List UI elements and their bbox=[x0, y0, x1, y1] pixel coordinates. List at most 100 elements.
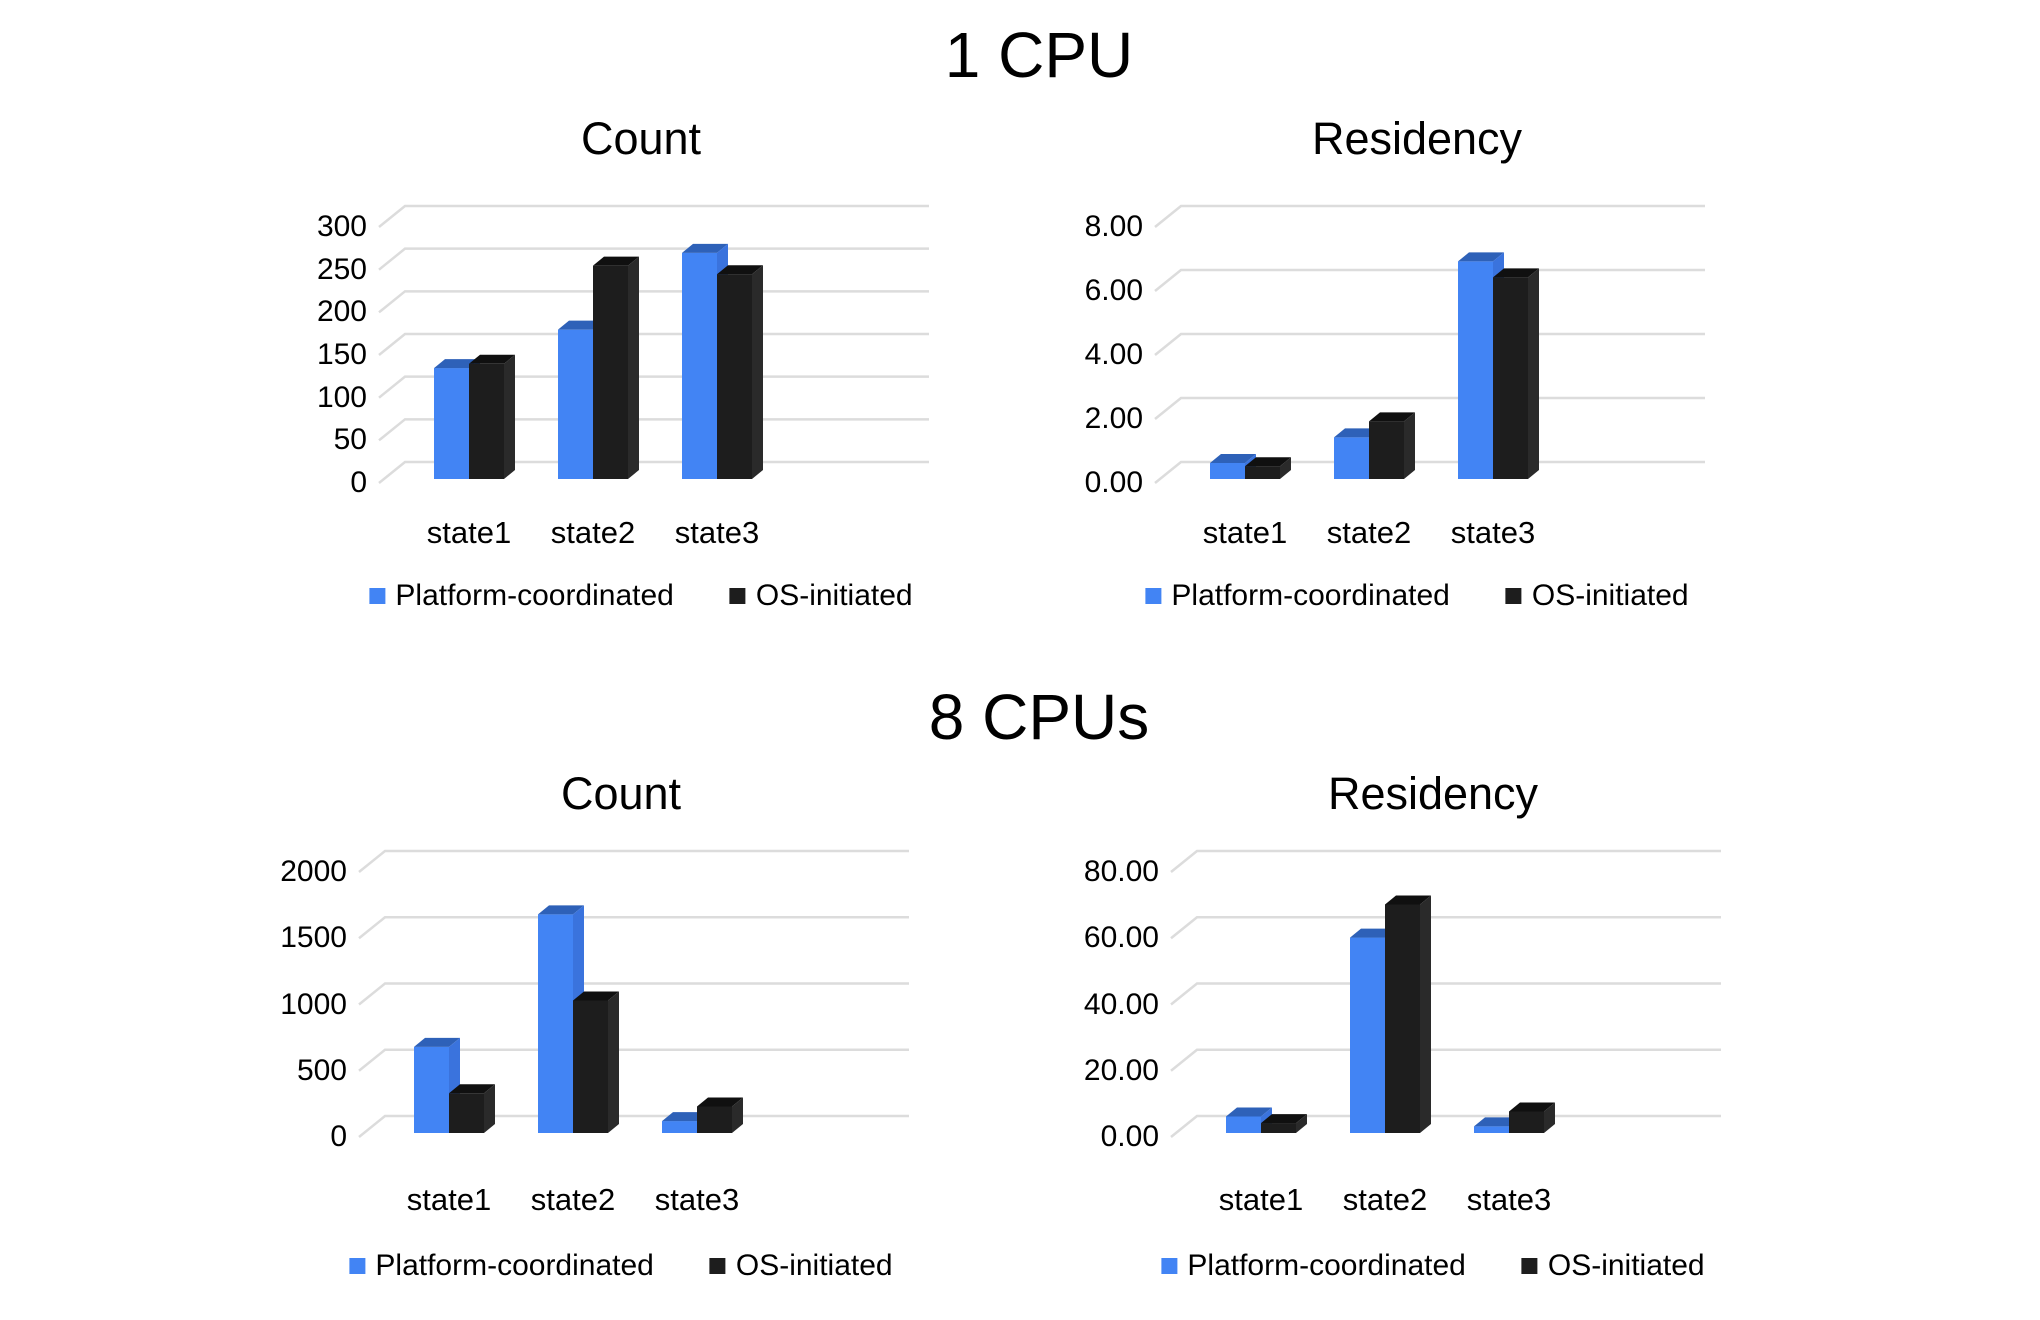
bar-state2-os-initiated bbox=[573, 991, 619, 1133]
ytick-residency-8.00: 8.00 bbox=[1084, 210, 1143, 243]
chart-title-1cpu-count: Count bbox=[580, 113, 702, 164]
legend-label-os-initiated: OS-initiated bbox=[1547, 1249, 1705, 1282]
bar-state3-os-initiated bbox=[697, 1097, 743, 1133]
xtick-residency-state2: state2 bbox=[1326, 515, 1412, 550]
ytick-count-0: 0 bbox=[350, 466, 367, 499]
gridline bbox=[358, 982, 909, 1006]
platform-coordinated-swatch-icon bbox=[369, 588, 386, 604]
os-initiated-swatch-icon bbox=[1521, 1258, 1538, 1274]
platform-coordinated-swatch-icon bbox=[1161, 1258, 1178, 1274]
bar-state3-os-initiated bbox=[717, 265, 763, 479]
bar-state1-platform-coordinated bbox=[414, 1037, 460, 1133]
legend-label-os-initiated: OS-initiated bbox=[735, 1249, 893, 1282]
legend-item-platform-coordinated: Platform-coordinated bbox=[369, 578, 674, 614]
gridline bbox=[1170, 849, 1721, 873]
gridline bbox=[1154, 204, 1705, 228]
gridline bbox=[358, 1048, 909, 1072]
ytick-residency-4.00: 4.00 bbox=[1084, 338, 1143, 371]
gridline bbox=[358, 849, 909, 873]
legend-label-os-initiated: OS-initiated bbox=[1531, 579, 1689, 612]
ytick-residency-80.00: 80.00 bbox=[1083, 855, 1159, 888]
ytick-residency-20.00: 20.00 bbox=[1083, 1053, 1159, 1087]
gridline bbox=[358, 916, 909, 940]
xtick-count-state3: state3 bbox=[674, 515, 760, 550]
ytick-count-2000: 2000 bbox=[280, 855, 347, 888]
ytick-count-500: 500 bbox=[296, 1053, 347, 1087]
gridline bbox=[378, 204, 929, 228]
gridline bbox=[1154, 268, 1705, 292]
gridline bbox=[1170, 916, 1721, 940]
xtick-count-state2: state2 bbox=[550, 515, 636, 550]
platform-coordinated-swatch-icon bbox=[1145, 588, 1162, 604]
chart-1cpu-residency bbox=[1154, 204, 1705, 484]
ytick-count-1500: 1500 bbox=[280, 921, 347, 955]
ytick-count-100: 100 bbox=[316, 380, 367, 414]
chart-1cpu-count bbox=[378, 204, 929, 484]
gridline bbox=[1170, 982, 1721, 1006]
chart-title-8cpus-count: Count bbox=[560, 768, 682, 819]
xtick-residency-state3: state3 bbox=[1450, 515, 1536, 550]
ytick-residency-40.00: 40.00 bbox=[1083, 987, 1159, 1021]
chart-8cpus-count bbox=[358, 849, 909, 1138]
gridline bbox=[1170, 1048, 1721, 1072]
chart-title-1cpu-residency: Residency bbox=[1311, 113, 1523, 164]
legend-8cpus-count: Platform-coordinated OS-initiated bbox=[349, 1248, 893, 1284]
legend-label-platform-coordinated: Platform-coordinated bbox=[375, 1249, 654, 1282]
os-initiated-swatch-icon bbox=[709, 1258, 726, 1274]
bar-state2-os-initiated bbox=[1385, 895, 1431, 1133]
ytick-count-1000: 1000 bbox=[280, 987, 347, 1021]
ytick-residency-6.00: 6.00 bbox=[1084, 274, 1143, 307]
xtick-residency-state3: state3 bbox=[1466, 1182, 1552, 1217]
os-initiated-swatch-icon bbox=[729, 588, 746, 604]
legend-1cpu-residency: Platform-coordinated OS-initiated bbox=[1145, 578, 1689, 614]
legend-item-os-initiated: OS-initiated bbox=[1505, 578, 1689, 614]
section-title-1cpu: 1 CPU bbox=[944, 19, 1134, 91]
xtick-count-state1: state1 bbox=[406, 1182, 492, 1217]
ytick-count-250: 250 bbox=[316, 252, 367, 286]
ytick-residency-0.00: 0.00 bbox=[1100, 1120, 1159, 1153]
ytick-residency-2.00: 2.00 bbox=[1084, 402, 1143, 435]
os-initiated-swatch-icon bbox=[1505, 588, 1522, 604]
bar-state1-os-initiated bbox=[1245, 457, 1291, 479]
legend-8cpus-residency: Platform-coordinated OS-initiated bbox=[1161, 1248, 1705, 1284]
legend-item-os-initiated: OS-initiated bbox=[709, 1248, 893, 1284]
bar-state1-os-initiated bbox=[449, 1084, 495, 1133]
ytick-count-150: 150 bbox=[316, 338, 367, 371]
bar-state3-os-initiated bbox=[1509, 1102, 1555, 1133]
legend-1cpu-count: Platform-coordinated OS-initiated bbox=[369, 578, 913, 614]
xtick-count-state2: state2 bbox=[530, 1182, 616, 1217]
bar-state3-os-initiated bbox=[1493, 268, 1539, 479]
xtick-residency-state1: state1 bbox=[1202, 515, 1288, 550]
legend-item-os-initiated: OS-initiated bbox=[729, 578, 913, 614]
bar-state2-os-initiated bbox=[1369, 412, 1415, 479]
xtick-residency-state2: state2 bbox=[1342, 1182, 1428, 1217]
ytick-residency-0.00: 0.00 bbox=[1084, 466, 1143, 499]
bar-state1-os-initiated bbox=[469, 354, 515, 479]
ytick-count-300: 300 bbox=[316, 210, 367, 243]
gridline bbox=[378, 332, 929, 356]
xtick-residency-state1: state1 bbox=[1218, 1182, 1304, 1217]
bar-state1-os-initiated bbox=[1261, 1114, 1307, 1133]
xtick-count-state1: state1 bbox=[426, 515, 512, 550]
bar-state2-os-initiated bbox=[593, 256, 639, 479]
legend-label-platform-coordinated: Platform-coordinated bbox=[1187, 1249, 1466, 1282]
ytick-residency-60.00: 60.00 bbox=[1083, 921, 1159, 955]
gridline bbox=[378, 247, 929, 271]
section-title-8cpus: 8 CPUs bbox=[928, 681, 1150, 753]
legend-label-platform-coordinated: Platform-coordinated bbox=[395, 579, 674, 612]
platform-coordinated-swatch-icon bbox=[349, 1258, 366, 1274]
legend-item-platform-coordinated: Platform-coordinated bbox=[349, 1248, 654, 1284]
ytick-count-50: 50 bbox=[333, 423, 367, 457]
ytick-count-200: 200 bbox=[316, 295, 367, 329]
chart-8cpus-residency bbox=[1170, 849, 1721, 1138]
legend-item-os-initiated: OS-initiated bbox=[1521, 1248, 1705, 1284]
legend-label-platform-coordinated: Platform-coordinated bbox=[1171, 579, 1450, 612]
ytick-count-0: 0 bbox=[330, 1120, 347, 1153]
legend-item-platform-coordinated: Platform-coordinated bbox=[1161, 1248, 1466, 1284]
gridline bbox=[1154, 396, 1705, 420]
xtick-count-state3: state3 bbox=[654, 1182, 740, 1217]
legend-label-os-initiated: OS-initiated bbox=[755, 579, 913, 612]
gridline bbox=[378, 290, 929, 314]
